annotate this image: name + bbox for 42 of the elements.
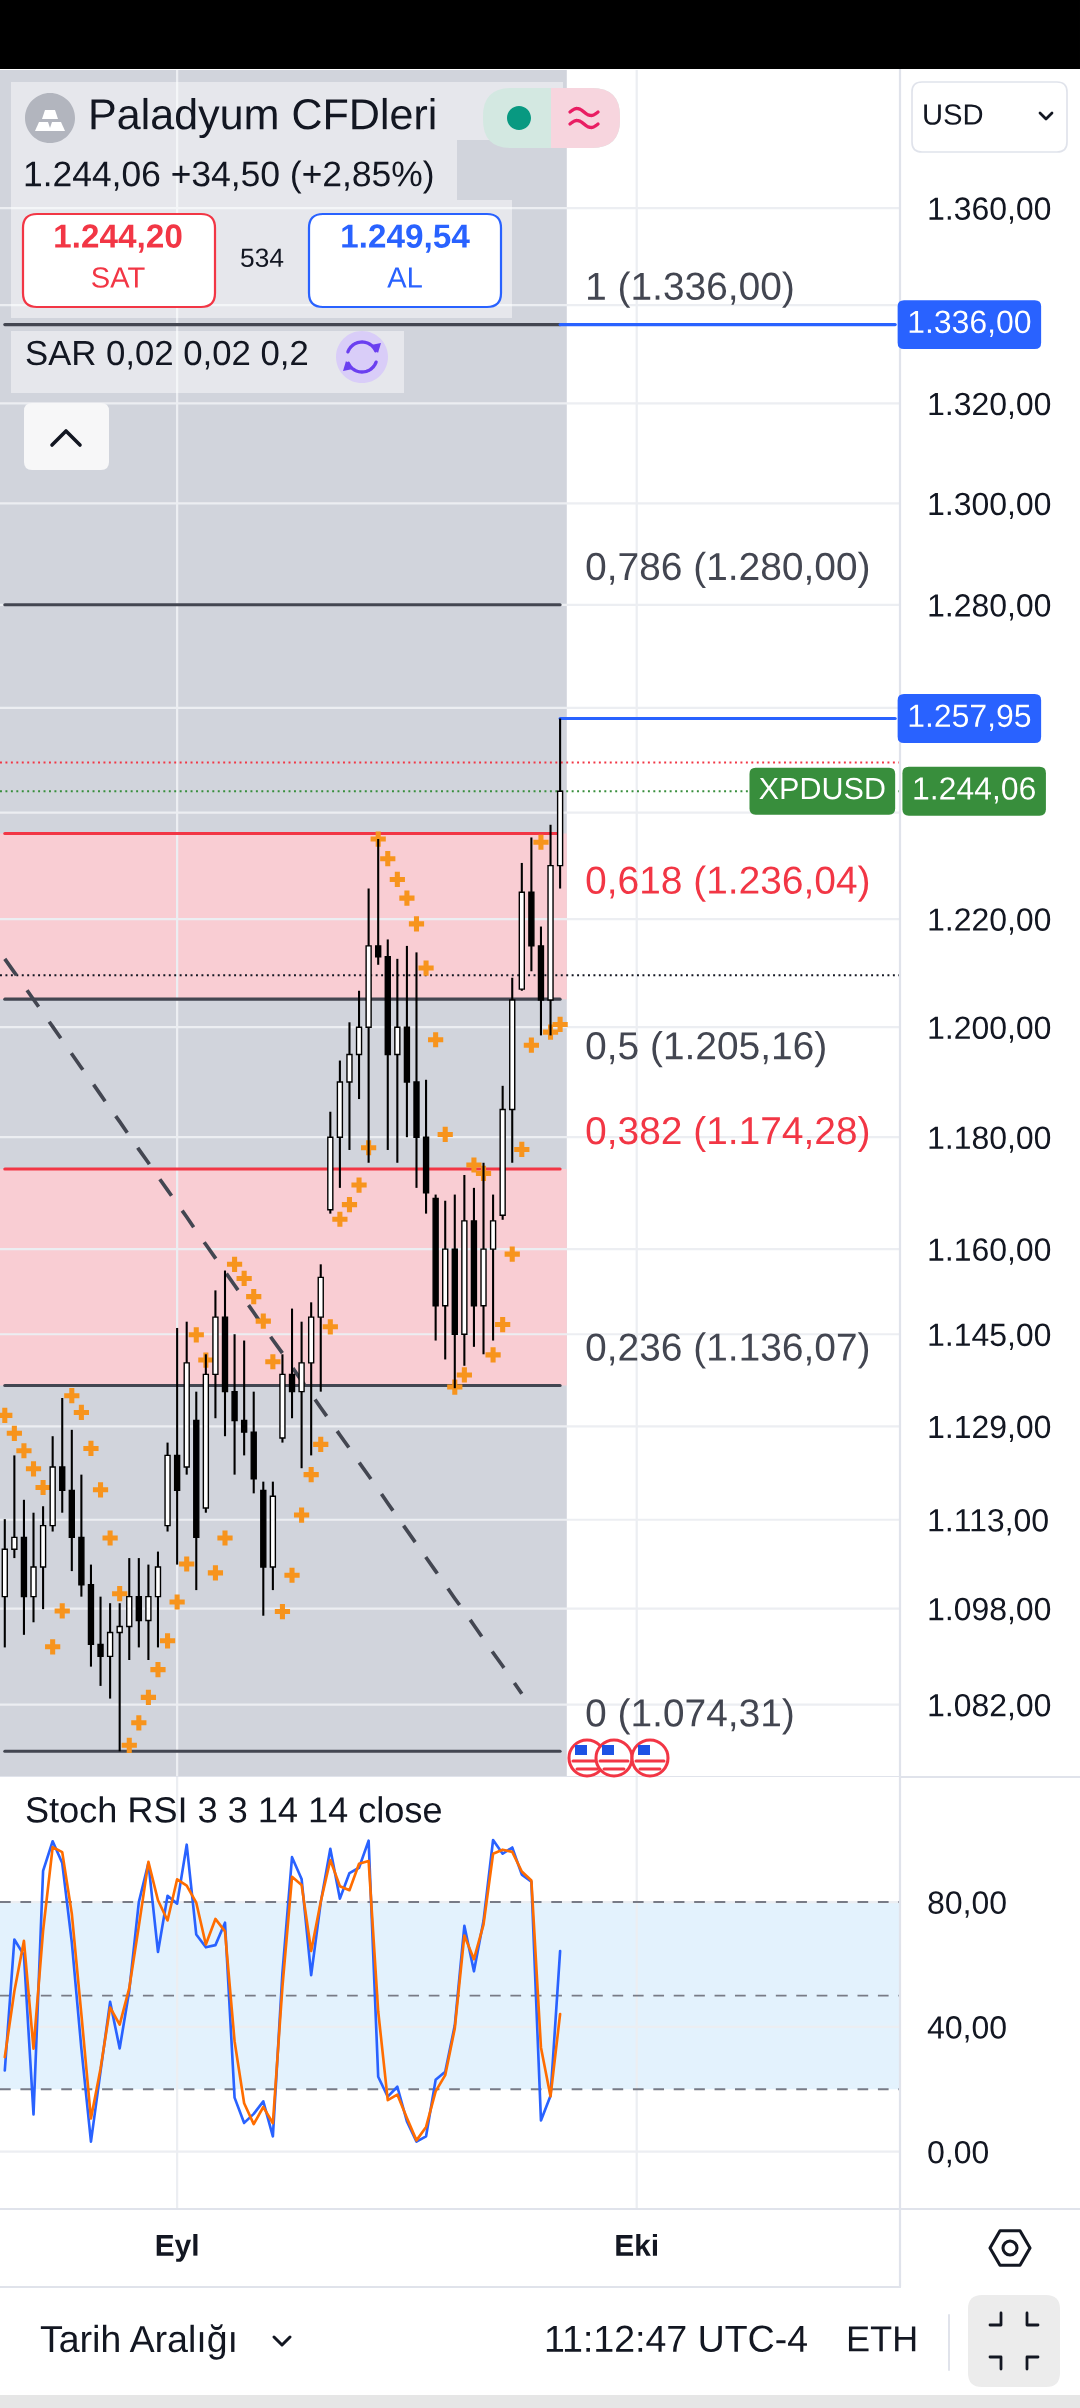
y-tick-label: 1.098,00 bbox=[929, 1597, 1051, 1625]
y-tick-label: 80,00 bbox=[928, 1891, 1006, 1918]
y-tick-label: 1.082,00 bbox=[929, 1693, 1051, 1721]
x-tick-label: Eki bbox=[616, 2234, 657, 2256]
y-tick-label: 1.180,00 bbox=[929, 1126, 1051, 1153]
series-label: 0,236 (1.136,07) bbox=[586, 1332, 869, 1369]
y-tick-label: 1.320,00 bbox=[929, 392, 1051, 420]
series-label: 0,618 (1.236,04) bbox=[586, 865, 869, 902]
text: USD bbox=[924, 104, 983, 125]
text: 1.244,06 +34,50 (+2,85%) bbox=[25, 160, 433, 194]
series-label: 0,786 (1.280,00) bbox=[586, 551, 869, 588]
y-tick-label: 1.160,00 bbox=[929, 1238, 1051, 1265]
annotation: 534 bbox=[241, 248, 284, 268]
data-label: 1.336,00 bbox=[909, 310, 1031, 337]
text: ETH bbox=[848, 2326, 916, 2352]
series-label: 1 (1.336,00) bbox=[588, 271, 793, 308]
y-tick-label: 40,00 bbox=[927, 2016, 1006, 2043]
chart-title: Stoch RSI 3 3 14 14 close bbox=[26, 1796, 441, 1823]
y-tick-label: 1.200,00 bbox=[929, 1016, 1051, 1043]
text: Paladyum CFDleri bbox=[91, 97, 435, 139]
y-tick-label: 1.145,00 bbox=[929, 1323, 1051, 1350]
series-label: 0,382 (1.174,28) bbox=[586, 1115, 869, 1153]
annotation: SAR 0,02 0,02 0,2 bbox=[26, 340, 308, 370]
y-tick-label: 1.280,00 bbox=[929, 594, 1051, 621]
series-label: 0,5 (1.205,16) bbox=[586, 1031, 825, 1068]
annotation: AL bbox=[387, 267, 422, 288]
y-tick-label: 1.300,00 bbox=[929, 492, 1051, 520]
x-tick-label: Eyl bbox=[156, 2234, 198, 2262]
annotation: 1.249,54 bbox=[342, 224, 470, 253]
annotation: SAT bbox=[92, 267, 145, 288]
series-label: 0 (1.074,31) bbox=[586, 1698, 793, 1735]
text: Tarih Aralığı bbox=[40, 2324, 235, 2360]
y-tick-label: 1.129,00 bbox=[929, 1415, 1051, 1443]
text: 11:12:47 UTC-4 bbox=[546, 2325, 807, 2353]
y-tick-label: 1.360,00 bbox=[929, 197, 1051, 224]
ref-line-label: 1.244,06 bbox=[914, 777, 1035, 804]
data-label: 1.257,95 bbox=[909, 704, 1031, 731]
y-tick-label: 1.113,00 bbox=[929, 1509, 1048, 1536]
annotation: XPDUSD bbox=[759, 777, 885, 800]
y-tick-label: 1.220,00 bbox=[929, 908, 1051, 935]
annotation: 1.244,20 bbox=[55, 224, 182, 253]
y-tick-label: 0,00 bbox=[928, 2140, 989, 2168]
